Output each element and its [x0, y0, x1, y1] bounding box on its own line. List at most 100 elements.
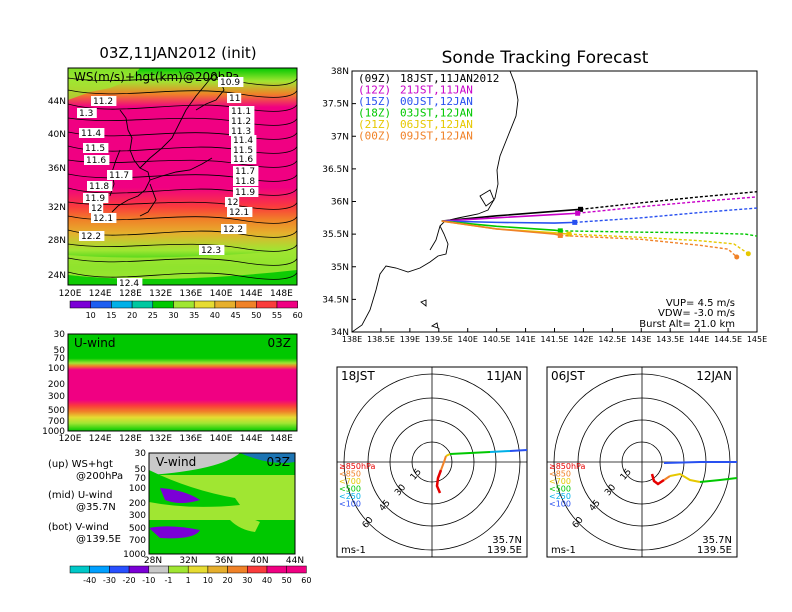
contour-label-bg	[233, 187, 259, 197]
colorbar-swatch	[256, 300, 278, 309]
lon-tick-label: 141.5E	[541, 335, 569, 344]
v-wind-time: 03Z	[267, 455, 291, 469]
lon-tick-label: 124E	[89, 289, 112, 299]
trajectory-solid	[441, 220, 575, 224]
colorbar-swatch	[69, 300, 91, 309]
height-contour	[68, 271, 297, 280]
contour-label-bg	[91, 213, 117, 223]
colorbar-swatch	[207, 565, 228, 574]
legend-label: 00JST,12JAN	[400, 95, 473, 108]
legend-bot-1: (bot) V-wind	[48, 522, 109, 533]
height-contour	[68, 89, 297, 98]
pressure-tick-label: 50	[135, 465, 147, 475]
contour-label-bg	[199, 245, 225, 255]
pressure-tick-label: 30	[54, 330, 66, 340]
pressure-tick-label: 100	[129, 484, 146, 494]
pressure-tick-label: 30	[135, 449, 147, 459]
ws-map-lon-labels: 120E 124E 128E 132E 136E 140E 144E 148E	[59, 289, 294, 299]
lon-tick-label: 120E	[59, 289, 82, 299]
contour-label-bg	[84, 155, 110, 165]
lon-tick-label: 145E	[747, 335, 767, 344]
colorbar-swatch	[131, 300, 154, 309]
u-wind-lon-labels: 120E 124E 128E 132E 136E 140E 144E 148E	[59, 434, 294, 444]
legend-code: (18Z)	[358, 107, 391, 120]
contour-label: 12.3	[201, 246, 221, 256]
trajectory-landing-marker	[745, 251, 751, 257]
lat-tick-label: 35.5N	[322, 230, 349, 240]
hodograph-trace-segment	[440, 455, 447, 471]
legend-label: 09JST,12JAN	[400, 130, 473, 143]
contour-label: 12.4	[119, 279, 139, 289]
contour-label: 11.2	[93, 97, 113, 107]
hodograph-trace-segment	[699, 477, 737, 483]
contour-label-bg	[77, 108, 97, 118]
lat-tick-label: 28N	[144, 556, 162, 566]
hodograph-left-lat: 35.7N	[492, 535, 522, 546]
pressure-tick-label: 700	[48, 417, 65, 427]
hodograph-legend-item: ≥850hPa	[549, 462, 586, 471]
legend-bot-2: @139.5E	[76, 534, 121, 545]
ws-low-region	[68, 68, 140, 100]
legend-up-2: @200hPa	[76, 471, 123, 482]
contour-label: 11.5	[85, 144, 105, 154]
contour-label: 11.1	[231, 107, 251, 117]
trajectory-dashed	[574, 207, 757, 224]
pressure-tick-label: 700	[129, 536, 146, 546]
contour-label: 1.3	[79, 109, 93, 119]
tracking-frame	[351, 70, 758, 333]
tracking-lat-labels: 38N 37.5N 37N 36.5N 36N 35.5N 35N 34.5N 34N	[322, 67, 356, 338]
colorbar-swatch	[109, 565, 130, 574]
tracking-panel: Sonde Tracking Forecast 38N 37.5N 37N 36.5N…	[322, 48, 767, 344]
colorbar-label: -1	[165, 576, 173, 585]
hodograph-trace-segment	[663, 461, 737, 464]
contour-label: 12.2	[223, 225, 243, 235]
trajectory-landing-marker	[734, 254, 740, 260]
lon-tick-label: 143.5E	[656, 335, 684, 344]
trajectory-dashed	[580, 191, 757, 211]
contour-label-bg	[91, 96, 117, 106]
colorbar-swatch	[111, 300, 133, 309]
lon-tick-label: 139E	[400, 335, 420, 344]
hodograph-legend-item: <100	[549, 500, 571, 509]
lon-tick-label: 140E	[210, 434, 233, 444]
hodograph-right-time: 06JST	[551, 369, 585, 383]
hodograph-trace-segment	[489, 450, 511, 453]
hodograph-legend-item: <500	[339, 485, 361, 494]
hodograph-trace-segment	[445, 453, 451, 457]
colorbar-swatch	[152, 300, 174, 309]
lon-tick-label: 148E	[270, 289, 293, 299]
colorbar-label: 10	[86, 311, 96, 320]
lat-tick-label: 37N	[331, 132, 349, 142]
hodograph-trace-segment	[669, 472, 701, 483]
contour-label: 11.7	[235, 167, 255, 177]
trajectory-burst-marker	[557, 228, 563, 234]
contour-label: 12.2	[81, 232, 101, 242]
colorbar-label: 10	[203, 576, 213, 585]
colorbar-swatch	[193, 300, 216, 309]
legend-code: (09Z)	[358, 72, 391, 85]
v-wind-pos-cell	[230, 517, 260, 532]
lon-tick-label: 132E	[149, 289, 172, 299]
lat-tick-label: 44N	[286, 556, 304, 566]
legend-mid-1: (mid) U-wind	[48, 490, 112, 501]
colorbar-swatch	[235, 300, 257, 309]
hodograph-right-lon: 139.5E	[697, 545, 732, 556]
lat-tick-label: 34.5N	[322, 295, 349, 305]
lat-tick-label: 40N	[48, 130, 66, 140]
lat-tick-label: 36.5N	[322, 165, 349, 175]
pressure-tick-label: 500	[48, 406, 65, 416]
tracking-legend: (09Z) 18JST,11JAN2012 (12Z) 21JST,11JAN (15Z…	[358, 72, 499, 143]
contour-label: 12.1	[93, 214, 113, 224]
hodograph-legend-item: <500	[549, 485, 571, 494]
v-wind-zero-region	[149, 453, 240, 475]
contour-label: 11.2	[231, 117, 251, 127]
ws-map-title: 03Z,11JAN2012 (init)	[99, 44, 256, 62]
ws-map-panel: 03Z,11JAN2012 (init) WS(m/s)+hgt(km)@200…	[48, 44, 303, 320]
lon-tick-label: 128E	[119, 434, 142, 444]
lon-tick-label: 120E	[59, 434, 82, 444]
legend-up-1: (up) WS+hgt	[48, 459, 113, 470]
contour-label-bg	[89, 203, 104, 213]
colorbar-swatch	[128, 565, 150, 574]
